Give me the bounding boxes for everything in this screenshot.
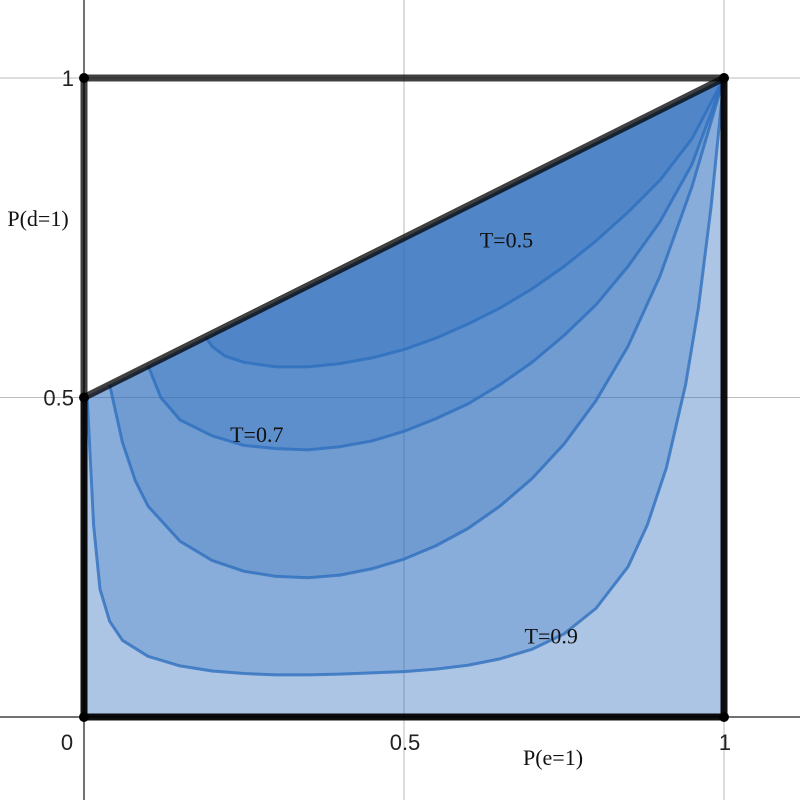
curve-fill-t-0-5	[205, 78, 725, 367]
region-vertex-point	[79, 73, 89, 83]
y-tick-label: 1	[62, 66, 74, 91]
x-tick-label: 0.5	[390, 730, 421, 755]
curve-fill-t-0-6	[148, 78, 724, 450]
curve-line-t-0-6	[146, 77, 726, 452]
tick-labels: 0 0.5 1 0.5 1	[43, 66, 731, 755]
region-fill	[84, 78, 724, 717]
curve-line-t-0-5	[204, 77, 726, 369]
curve-annotation: T=0.7	[230, 422, 283, 447]
region-vertex-point	[719, 73, 729, 83]
curve-labels: T=0.5 T=0.7 T=0.9	[230, 227, 578, 648]
y-axis-label: P(d=1)	[7, 206, 68, 231]
curve-fill-t-0-9	[87, 78, 724, 675]
region-outline	[79, 73, 729, 722]
region-vertex-point	[79, 392, 89, 403]
x-axis-label: P(e=1)	[523, 745, 583, 770]
curve-line-t-0-7	[108, 77, 726, 580]
curve-line-t-0-9	[85, 77, 726, 677]
x-tick-label: 0	[61, 730, 73, 755]
curve-fills	[84, 77, 726, 717]
y-tick-label: 0.5	[43, 386, 74, 411]
curve-fill-t-0-7	[109, 78, 725, 578]
region-vertex-point	[79, 712, 89, 722]
curve-annotation: T=0.5	[480, 227, 533, 252]
x-tick-label: 1	[719, 730, 731, 755]
curve-annotation: T=0.9	[525, 624, 578, 649]
region-vertex-point	[719, 712, 729, 722]
